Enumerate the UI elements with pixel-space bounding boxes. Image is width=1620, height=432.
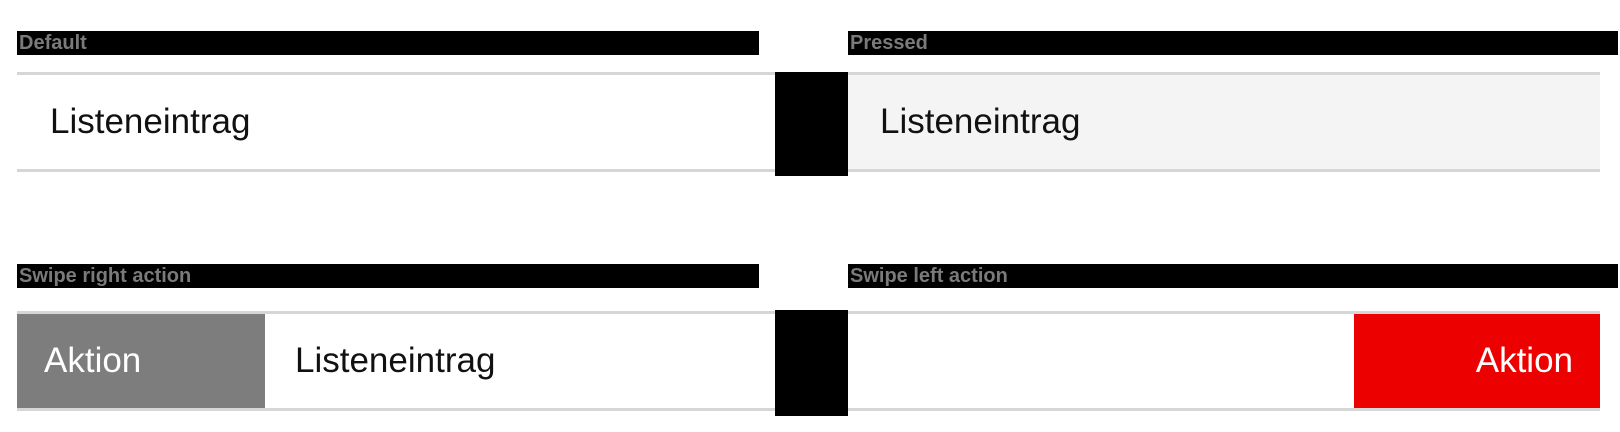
state-label-pressed: Pressed (848, 31, 1618, 55)
state-label-swipe-left: Swipe left action (848, 264, 1618, 288)
list-item-text: Listeneintrag (50, 102, 251, 141)
list-item-text: Listeneintrag (880, 102, 1081, 141)
list-item-swipe-left[interactable]: Aktion (848, 311, 1600, 411)
state-label-swipe-right: Swipe right action (17, 264, 759, 288)
swipe-action-label: Aktion (44, 341, 142, 380)
swipe-action-label: Aktion (1475, 341, 1573, 380)
column-separator-bottom (775, 310, 848, 416)
swipe-action-button[interactable]: Aktion (1354, 314, 1600, 408)
list-item-default[interactable]: Listeneintrag (17, 72, 775, 172)
list-item-swipe-right[interactable]: Aktion Listeneintrag (17, 311, 775, 411)
state-label-default: Default (17, 31, 759, 55)
swipe-action-button[interactable]: Aktion (17, 314, 265, 408)
list-item-pressed[interactable]: Listeneintrag (848, 72, 1600, 172)
column-separator-top (775, 72, 848, 176)
list-item-text: Listeneintrag (295, 341, 496, 380)
